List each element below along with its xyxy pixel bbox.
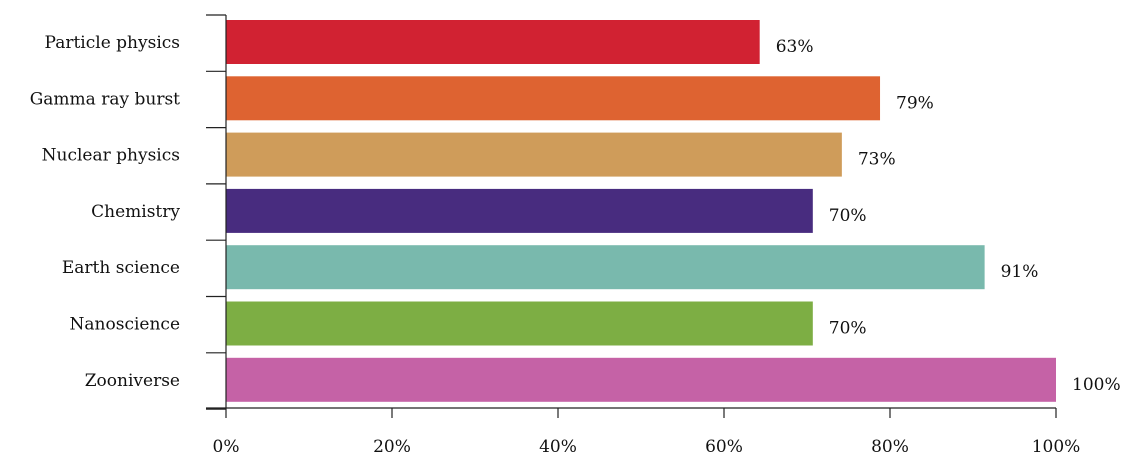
x-tick-label: 100%	[1032, 437, 1081, 457]
x-axis: 0% 20% 40% 60% 80% 100%	[206, 407, 1081, 457]
category-label: Gamma ray burst	[30, 89, 180, 109]
bar	[226, 188, 813, 233]
category-label: Chemistry	[91, 202, 180, 222]
category-label: Nanoscience	[70, 315, 180, 335]
bar	[226, 245, 985, 290]
value-label: 91%	[1001, 262, 1039, 282]
category-label: Nuclear physics	[42, 146, 180, 166]
bar	[226, 132, 842, 177]
x-tick-label: 40%	[539, 437, 577, 457]
category-label: Earth science	[62, 258, 180, 278]
value-label: 73%	[858, 150, 896, 170]
bar	[226, 301, 813, 346]
category-label: Particle physics	[45, 33, 180, 53]
x-tick-label: 60%	[705, 437, 743, 457]
value-label: 79%	[896, 93, 934, 113]
x-tick-label: 0%	[213, 437, 240, 457]
x-tick-label: 80%	[871, 437, 909, 457]
value-label: 100%	[1072, 375, 1121, 395]
category-label: Zooniverse	[85, 371, 180, 391]
bar	[226, 20, 760, 64]
bars-group: 63% 79% 73% 70% 91% 70% 100%	[226, 20, 1121, 402]
y-axis: Particle physics Gamma ray burst Nuclear p…	[30, 14, 227, 410]
value-label: 63%	[776, 37, 814, 57]
value-label: 70%	[829, 319, 867, 339]
x-tick-label: 20%	[373, 437, 411, 457]
bar	[226, 76, 881, 121]
value-label: 70%	[829, 206, 867, 226]
bar	[226, 357, 1056, 402]
